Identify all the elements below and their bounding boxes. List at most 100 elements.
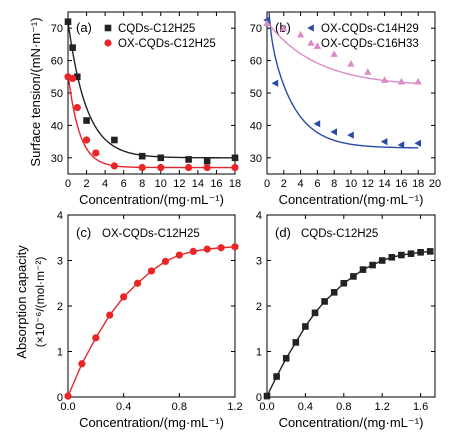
data-point: [203, 163, 211, 172]
data-point: [414, 77, 422, 85]
data-point: [73, 103, 81, 112]
panel-label-d: (d): [275, 225, 291, 240]
y-tick-label-b: 50: [250, 88, 262, 100]
x-tick-label-c: 0.8: [172, 401, 187, 413]
data-point: [347, 131, 354, 139]
data-point: [380, 76, 389, 83]
data-point: [311, 309, 319, 317]
data-point: [302, 323, 309, 330]
y-tick-label-a: 60: [51, 56, 63, 68]
data-point: [330, 50, 338, 57]
legend-label-a-1: OX-CQDs-C12H25: [118, 38, 216, 50]
series-b-0: [263, 12, 422, 149]
panel-a: 0 2 4 6 8 10 12 14 16 18 30 40 50 60 70 Concentration/(…: [51, 11, 241, 207]
x-tick-label-b: 4: [298, 178, 304, 190]
x-tick-label-b: 16: [395, 178, 407, 190]
data-point: [189, 247, 197, 255]
x-axis-title-c: Concentration/(mg·mL⁻¹): [79, 415, 224, 430]
x-tick-label-c: 1.2: [227, 401, 242, 413]
data-point: [133, 279, 142, 287]
data-point: [138, 163, 146, 172]
data-point: [397, 77, 406, 85]
legend-label-a-0: CQDs-C12H25: [118, 23, 195, 35]
data-point: [321, 298, 328, 305]
data-point: [296, 30, 305, 38]
data-point: [92, 149, 100, 157]
y-tick-label-d: 0: [256, 392, 262, 404]
data-point: [78, 360, 86, 368]
data-point: [330, 128, 338, 136]
data-point: [273, 373, 280, 380]
data-point: [369, 261, 376, 269]
x-tick-label-b: 8: [331, 178, 337, 190]
x-tick-label-b: 20: [429, 178, 441, 190]
x-tick-label-a: 2: [83, 178, 89, 190]
legend-marker-a-0: [104, 24, 112, 32]
y-tick-label-d: 4: [256, 210, 262, 222]
series-c-0: [64, 243, 239, 400]
x-tick-label-d: 1.2: [375, 401, 390, 413]
data-point: [280, 24, 288, 32]
data-point: [426, 248, 434, 255]
panel-title-c: OX-CQDs-C12H25: [102, 228, 200, 240]
legend-marker-b-0: [307, 24, 314, 32]
ylabel-absorption-units: (×10⁻⁶/(mol·m⁻²): [33, 257, 47, 348]
x-tick-label-a: 12: [173, 178, 185, 190]
panel-label-a: (a): [76, 20, 92, 35]
x-tick-label-a: 18: [229, 178, 241, 190]
series-a-1: [64, 73, 239, 172]
data-point: [147, 267, 156, 275]
x-tick-label-d: 1.6: [413, 401, 428, 413]
data-point: [157, 154, 165, 162]
y-tick-label-d: 1: [256, 347, 262, 359]
data-point: [313, 120, 321, 128]
ylabel-surface-tension: Surface tension/(mN·m⁻¹): [28, 17, 43, 166]
plot-frame-c: [67, 214, 236, 398]
y-tick-label-b: 40: [250, 120, 262, 132]
data-point: [175, 251, 183, 259]
data-point: [185, 163, 193, 172]
series-b-1: [263, 19, 422, 85]
x-tick-label-b: 10: [345, 178, 357, 190]
ylabel-absorption-capacity: Absorption capacity: [14, 245, 29, 359]
data-point: [398, 251, 405, 259]
data-point: [138, 152, 146, 160]
data-point: [185, 156, 192, 163]
legend-label-b-0: OX-CQDs-C14H29: [321, 23, 419, 35]
data-point: [231, 163, 239, 172]
series-a-0: [64, 18, 239, 165]
x-tick-label-a: 14: [192, 178, 204, 190]
data-point: [263, 392, 271, 400]
x-tick-label-b: 2: [281, 178, 287, 190]
data-point: [414, 139, 422, 147]
panel-label-c: (c): [76, 225, 91, 240]
x-tick-label-a: 6: [121, 178, 127, 190]
x-axis-title-b: Concentration/(mg·mL⁻¹): [279, 192, 424, 207]
data-point: [92, 334, 100, 342]
x-tick-label-d: 0.0: [259, 401, 274, 413]
x-tick-label-b: 18: [412, 178, 424, 190]
y-tick-label-a: 70: [51, 23, 63, 35]
data-point: [282, 355, 290, 362]
data-point: [292, 339, 300, 346]
data-point: [106, 311, 114, 319]
data-point: [157, 163, 165, 172]
data-point: [359, 266, 367, 273]
x-tick-label-d: 0.4: [298, 401, 313, 413]
data-point: [380, 137, 388, 146]
y-tick-label-c: 4: [57, 210, 63, 222]
data-point: [350, 273, 357, 280]
x-tick-label-a: 10: [155, 178, 167, 190]
panel-title-d: CQDs-C12H25: [301, 228, 378, 240]
data-point: [388, 254, 396, 261]
y-tick-label-b: 60: [250, 56, 262, 68]
data-point: [407, 250, 415, 257]
x-tick-label-b: 6: [314, 178, 320, 190]
legend-marker-a-1: [104, 39, 112, 47]
x-tick-label-c: 0.4: [116, 401, 131, 413]
x-tick-label-c: 0.0: [60, 401, 75, 413]
data-point: [330, 289, 338, 296]
data-point: [263, 19, 271, 27]
data-point: [82, 136, 91, 144]
